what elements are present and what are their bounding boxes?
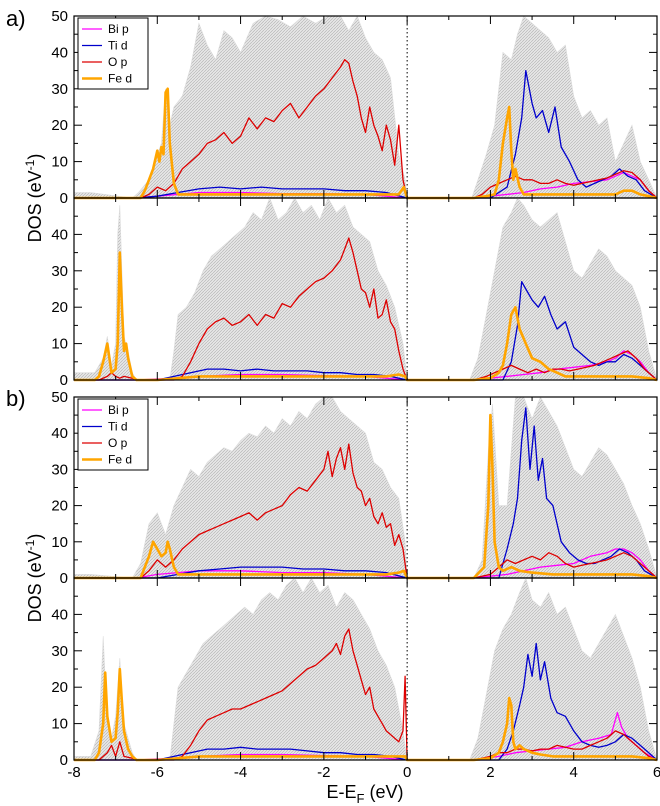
panel-b-bottom: 0 10 20 30 40 -8 -6 -4 -2 0 2 4 6 [51,577,660,781]
legend-label: Ti d [108,39,128,53]
series-o-p-line [74,59,658,199]
y-tick-label: 10 [51,716,68,733]
y-tick-label: 30 [51,81,68,98]
y-tick-label: 40 [51,44,68,61]
y-tick-label: 0 [60,752,68,769]
y-tick-label: 0 [60,372,68,389]
y-tick-label: 20 [51,498,68,515]
legend-label: Fe d [108,72,132,86]
y-tick-label: 30 [51,461,68,478]
y-tick-label: 20 [51,299,68,316]
series-total-dos-area [73,577,658,761]
series-fe-d-line [74,251,658,382]
x-tick-label: 0 [403,764,411,781]
x-axis-label: E-EF (eV) [327,782,404,806]
panel-label-b: b) [6,386,26,411]
y-tick-label: 20 [51,679,68,696]
y-axis-label-a: DOS (eV-1) [23,154,45,243]
y-tick-label: 10 [51,534,68,551]
legend-box [77,398,149,471]
legend-label: Fe d [108,453,132,467]
x-tick-label: 6 [653,764,660,781]
series-o-p-line [74,237,658,381]
legend-label: O p [108,55,128,69]
x-tick-label: -4 [234,764,247,781]
series-total-dos-area [73,15,658,199]
y-axis-label-b: DOS (eV-1) [23,534,45,623]
x-tick-label: -2 [317,764,330,781]
y-tick-label: 40 [51,425,68,442]
series-ti-d-line [74,642,658,761]
series-o-p-line [74,628,658,761]
legend-label: Ti d [108,420,128,434]
series-o-p-line [74,443,658,579]
y-tick-label: 50 [51,389,68,406]
panel-label-a: a) [6,6,26,31]
panel-a-top: 0 10 20 30 40 50 Bi p Ti d O p Fe d [51,8,658,207]
series-bi-p-line [74,712,658,761]
y-tick-label: 0 [60,190,68,207]
legend-box [77,17,149,90]
series-fe-d-line [74,413,658,580]
series-fe-d-line [74,667,658,762]
x-tick-label: 2 [486,764,494,781]
x-tick-label: -6 [151,764,164,781]
legend-label: Bi p [108,22,129,36]
panel-b-top: 0 10 20 30 40 50 Bi p Ti d O p Fe d [51,389,658,587]
y-tick-label: 40 [51,226,68,243]
y-tick-label: 50 [51,8,68,25]
y-tick-label: 20 [51,117,68,134]
y-tick-label: 30 [51,263,68,280]
panel-a-bottom: 0 10 20 30 40 [51,197,658,389]
y-tick-label: 10 [51,336,68,353]
y-tick-label: 10 [51,154,68,171]
x-tick-label: -8 [67,764,80,781]
series-ti-d-line [74,281,658,381]
series-total-dos-area [73,396,658,579]
series-total-dos-area [73,197,658,381]
y-tick-label: 30 [51,643,68,660]
legend-label: O p [108,436,128,450]
x-tick-label: 4 [570,764,578,781]
series-ti-d-line [74,69,658,199]
y-tick-label: 40 [51,606,68,623]
y-tick-label: 0 [60,570,68,587]
legend-label: Bi p [108,403,129,417]
